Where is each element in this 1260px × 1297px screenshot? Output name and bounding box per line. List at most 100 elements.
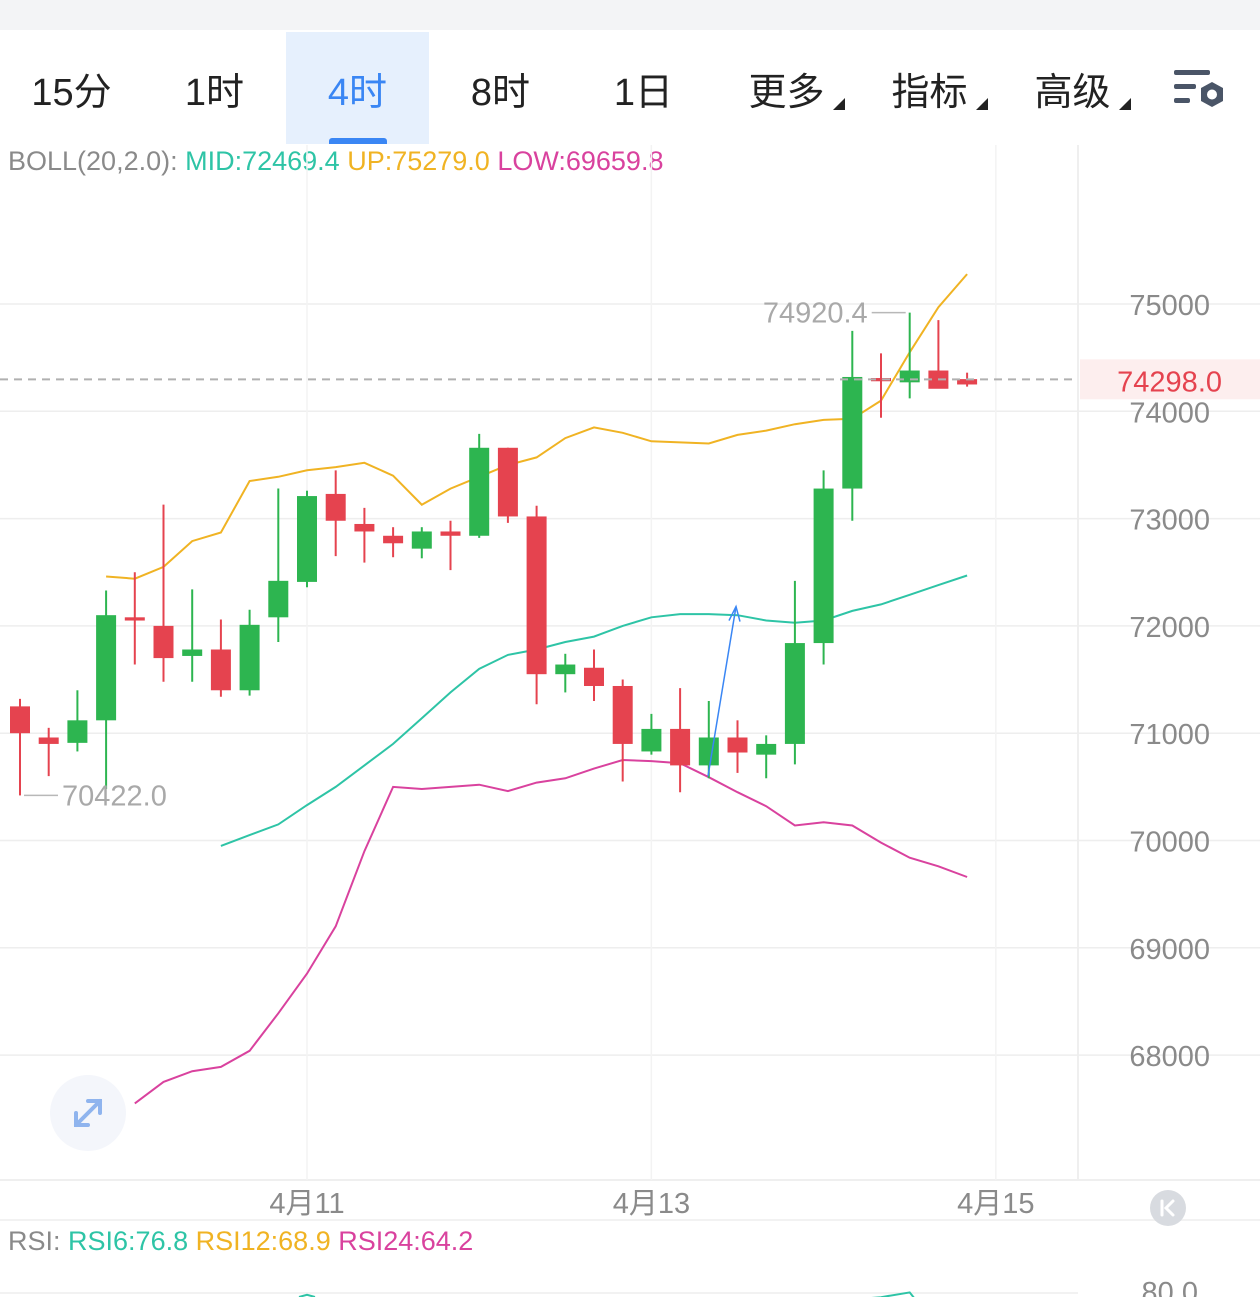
interval-tab-bar: 15分 1时 4时 8时 1日 更多 指标 高级 [0, 32, 1260, 144]
candle-body [497, 447, 518, 517]
tab-label: 8时 [470, 71, 531, 114]
candle-body [10, 706, 30, 734]
tab-1d[interactable]: 1日 [572, 32, 715, 144]
candle-body [670, 728, 691, 766]
rsi-tick-label: 80.0 [1142, 1277, 1198, 1297]
tab-label: 4时 [327, 71, 388, 114]
candle-body [411, 531, 432, 549]
last-price-label: 74298.0 [1117, 366, 1222, 398]
candle-up [756, 735, 777, 779]
boll-mid-line [220, 574, 968, 847]
rsi6-line [871, 1291, 915, 1297]
candle-down [670, 688, 691, 793]
rsi24-value: RSI24:64.2 [338, 1226, 474, 1256]
time-axis: 4月11 4月13 4月15 [269, 1188, 1034, 1220]
tab-indicators[interactable]: 指标 [858, 32, 1001, 144]
candle-body [182, 649, 203, 656]
tab-label: 更多 [748, 71, 825, 114]
chart-annotations: 74298.0 74920.4 70422.0 [0, 298, 1260, 812]
candle-body [440, 531, 461, 536]
rsi-legend: RSI: RSI6:76.8 RSI12:68.9 RSI24:64.2 [8, 1226, 473, 1257]
candle-body [210, 649, 231, 691]
candle-body [239, 624, 260, 691]
jump-to-end-icon [1160, 1199, 1175, 1217]
candle-body [526, 516, 547, 675]
candle-body [354, 523, 375, 532]
candle-down [325, 470, 346, 557]
candle-up [469, 433, 490, 538]
chart-settings-icon[interactable] [1172, 68, 1228, 116]
candle-body [842, 376, 863, 489]
price-tick-label: 70000 [1129, 827, 1210, 859]
active-tab-indicator [328, 138, 387, 144]
boll-params: BOLL(20,2.0): [8, 146, 178, 176]
candle-up [96, 590, 117, 789]
candle-body [555, 664, 576, 675]
high-price-label: 74920.4 [763, 298, 868, 330]
candle-up [813, 470, 834, 665]
tab-more[interactable]: 更多 [715, 32, 858, 144]
price-axis: 68000 69000 70000 71000 72000 73000 74000 75000 [1129, 290, 1210, 1073]
candle-body [957, 379, 978, 385]
dropdown-corner-icon [833, 98, 845, 110]
candle-body [698, 737, 719, 766]
candle-down [383, 527, 404, 558]
candle-body [96, 615, 117, 721]
candle-up [268, 488, 289, 642]
price-tick-label: 72000 [1129, 612, 1210, 644]
fullscreen-button[interactable] [50, 1075, 126, 1151]
candle-down [124, 572, 145, 665]
dropdown-corner-icon [976, 98, 988, 110]
tab-label: 指标 [891, 71, 968, 114]
price-tick-label: 68000 [1129, 1041, 1210, 1073]
candle-body [871, 378, 891, 382]
tab-1h[interactable]: 1时 [143, 32, 286, 144]
candle-up [297, 490, 317, 588]
candle-body [584, 667, 604, 686]
candle-down [10, 698, 30, 796]
boll-up-value: UP:75279.0 [347, 146, 490, 176]
candle-up [784, 580, 805, 765]
candles [10, 312, 978, 796]
candle-down [584, 649, 604, 702]
candle-down [440, 520, 461, 571]
price-tick-label: 75000 [1129, 290, 1210, 322]
price-tick-label: 73000 [1129, 505, 1210, 537]
tab-15min[interactable]: 15分 [0, 32, 143, 144]
candle-body [813, 488, 834, 644]
rsi12-line [298, 1293, 316, 1297]
price-tick-label: 71000 [1129, 719, 1210, 751]
bollinger-bands [106, 273, 968, 1105]
candle-up [555, 653, 576, 693]
low-price-label: 70422.0 [62, 780, 167, 812]
candle-down [727, 720, 748, 773]
candle-body [899, 370, 920, 383]
time-tick-label: 4月13 [613, 1188, 690, 1220]
trend-arrow-head [728, 604, 741, 622]
scroll-to-latest-button[interactable] [1150, 1190, 1186, 1226]
candle-body [641, 728, 662, 752]
candle-down [354, 507, 375, 563]
rsi6-value: RSI6:76.8 [68, 1226, 189, 1256]
top-strip [0, 0, 1260, 30]
candle-down [38, 727, 59, 777]
tab-8h[interactable]: 8时 [429, 32, 572, 144]
tab-advanced[interactable]: 高级 [1001, 32, 1144, 144]
tab-label: 1日 [613, 71, 674, 114]
candle-down [497, 447, 518, 523]
tab-4h[interactable]: 4时 [286, 32, 429, 144]
candle-body [268, 580, 289, 618]
price-tick-label: 69000 [1129, 934, 1210, 966]
dropdown-corner-icon [1119, 98, 1131, 110]
candle-body [325, 493, 346, 521]
candle-body [153, 625, 174, 659]
last-price-tag [1080, 359, 1260, 400]
rsi-prefix: RSI: [8, 1226, 61, 1256]
candle-body [756, 743, 777, 755]
candle-body [38, 737, 59, 744]
rsi-panel: 80.0 [0, 1277, 1198, 1297]
candle-up [899, 312, 920, 399]
candle-down [210, 619, 231, 697]
candle-body [383, 535, 404, 544]
